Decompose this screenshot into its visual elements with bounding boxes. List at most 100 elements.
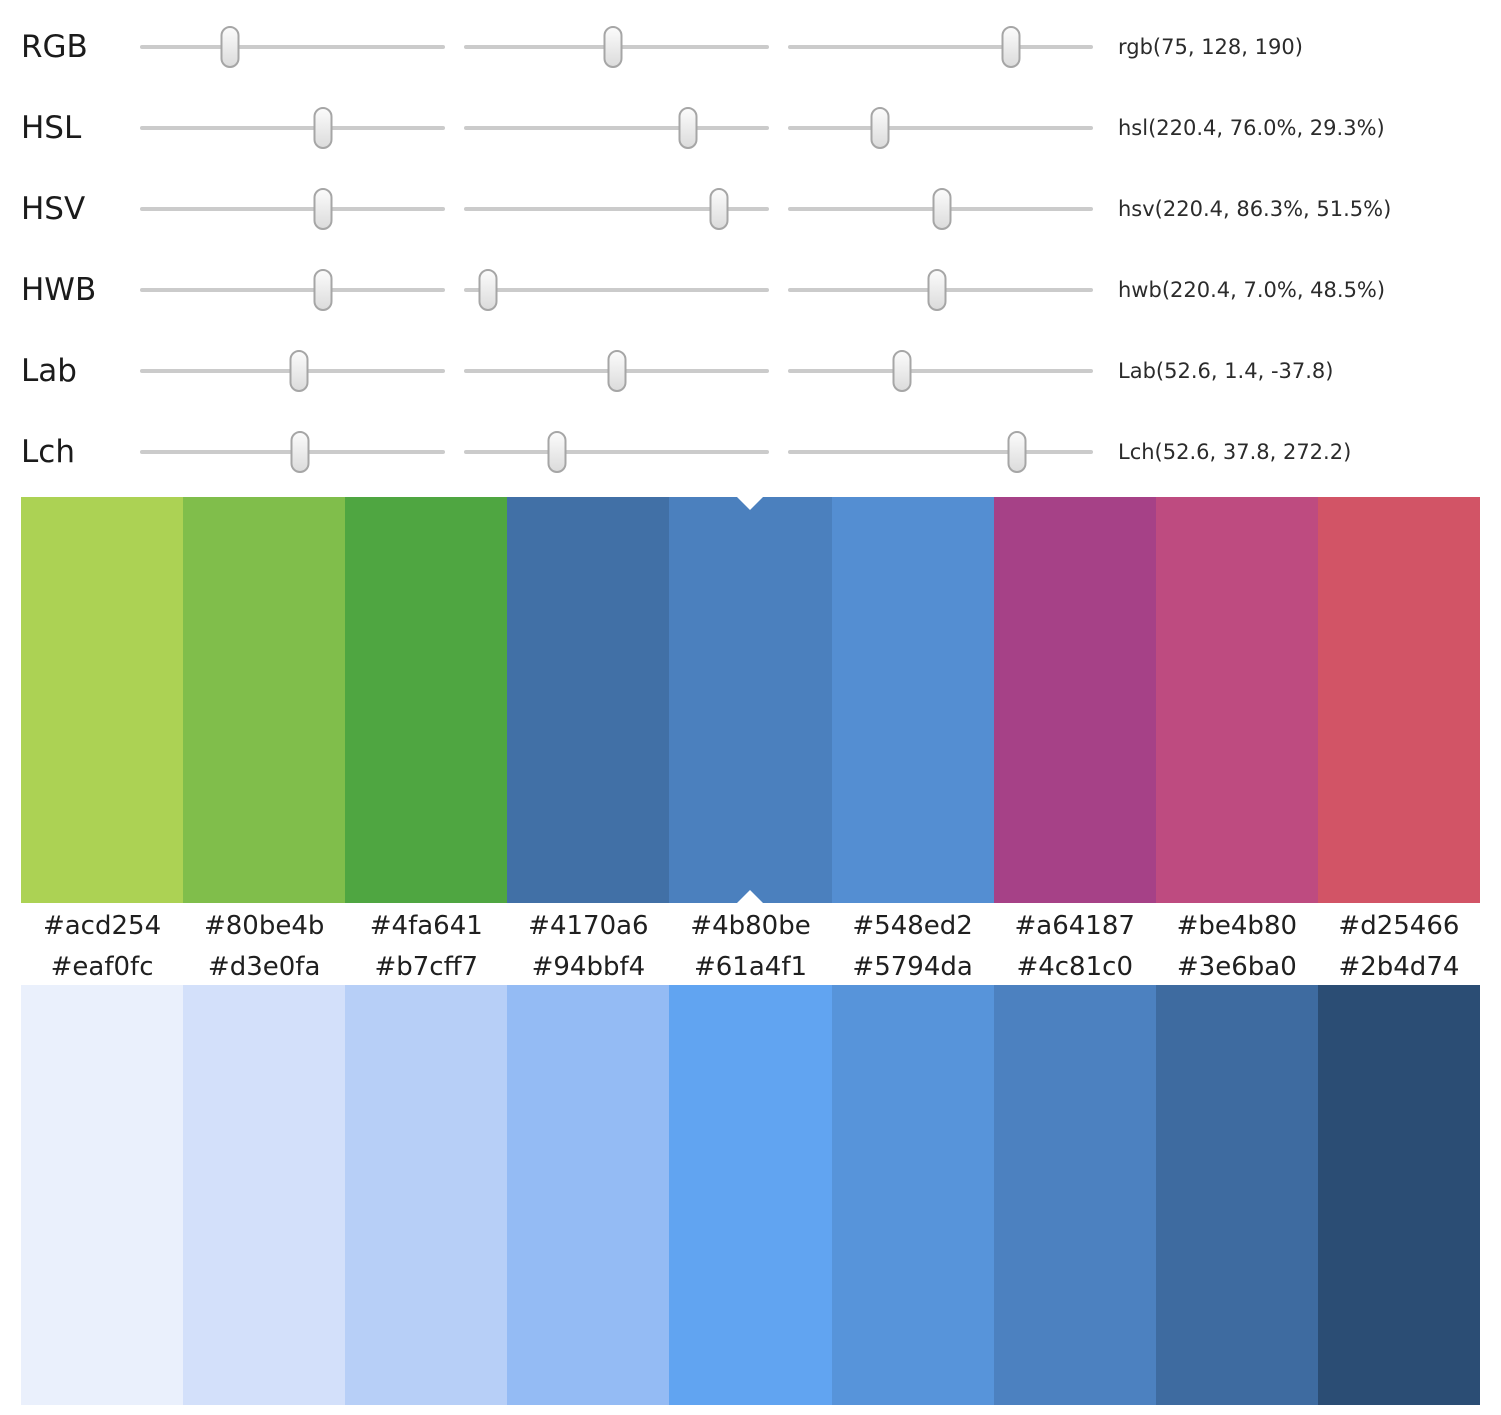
slider-thumb[interactable] [220,25,240,68]
palette-swatch[interactable] [1317,985,1480,1405]
hue-strip [21,497,1480,903]
slider-track[interactable] [464,103,769,153]
slider-thumb[interactable] [603,25,623,68]
slider-track[interactable] [140,184,445,234]
slider-thumb[interactable] [478,268,498,311]
palette-swatch[interactable] [345,985,508,1405]
palette-swatch[interactable] [21,985,184,1405]
slider-track[interactable] [464,265,769,315]
slider-tracks [140,427,1093,477]
slider-track[interactable] [464,184,769,234]
palette-swatch[interactable] [183,497,346,903]
swatch-hex-label: #4170a6 [528,911,649,941]
slider-track-line [788,449,1093,454]
slider-track[interactable] [140,265,445,315]
palette-swatch[interactable] [993,985,1156,1405]
slider-thumb[interactable] [932,187,952,230]
slider-thumb[interactable] [313,106,333,149]
slider-row-label: Lab [21,352,77,389]
slider-thumb[interactable] [870,106,889,149]
slider-track-line [140,44,445,49]
palette-swatch[interactable] [1155,985,1318,1405]
palette-swatch[interactable] [507,497,670,903]
slider-tracks [140,265,1093,315]
palette-swatch[interactable] [669,985,832,1405]
slider-track[interactable] [140,346,445,396]
slider-thumb[interactable] [289,349,309,392]
slider-track[interactable] [788,184,1093,234]
palette-swatch[interactable] [831,497,994,903]
slider-track-line [140,287,445,292]
slider-track[interactable] [788,265,1093,315]
lightness-strip-labels: #eaf0fc #d3e0fa #b7cff7 #94bbf4 #61a4f1 #5794… [21,950,1480,985]
slider-thumb[interactable] [892,349,912,392]
palette-swatch[interactable] [993,497,1156,903]
slider-track[interactable] [464,346,769,396]
swatch-hex-label: #4fa641 [369,911,483,941]
swatch-hex-label: #acd254 [42,911,162,941]
slider-value: hwb(220.4, 7.0%, 48.5%) [1118,277,1386,302]
slider-value: hsl(220.4, 76.0%, 29.3%) [1118,115,1385,140]
palette-swatch[interactable] [507,985,670,1405]
palette-swatch[interactable] [345,497,508,903]
slider-thumb[interactable] [313,187,333,230]
slider-track[interactable] [788,103,1093,153]
slider-thumb[interactable] [709,187,729,230]
slider-thumb[interactable] [1007,430,1027,473]
slider-row-label: RGB [21,28,88,65]
slider-track[interactable] [788,427,1093,477]
swatch-hex-label: #80be4b [203,911,325,941]
swatch-hex-label: #d25466 [1338,911,1460,941]
palette-swatch[interactable] [1155,497,1318,903]
slider-value: rgb(75, 128, 190) [1118,34,1303,59]
slider-thumb[interactable] [290,430,310,473]
swatch-hex-label: #be4b80 [1176,911,1298,941]
slider-value: Lab(52.6, 1.4, -37.8) [1118,358,1334,383]
swatch-hex-label: #94bbf4 [531,952,646,982]
slider-track[interactable] [464,427,769,477]
swatch-hex-label: #548ed2 [852,911,973,941]
slider-thumb[interactable] [927,268,947,311]
slider-track[interactable] [140,427,445,477]
palette-swatch[interactable] [21,497,184,903]
slider-track[interactable] [464,22,769,72]
slider-tracks [140,22,1093,72]
slider-track-line [464,206,769,211]
slider-track-line [464,449,769,454]
palette-swatch-selected[interactable] [669,497,832,903]
slider-tracks [140,346,1093,396]
slider-row: Lab Lab(52.6, 1.4, -37.8) [0,330,1501,411]
lightness-strip [21,985,1480,1405]
slider-track[interactable] [788,346,1093,396]
slider-tracks [140,103,1093,153]
swatch-hex-label: #b7cff7 [374,952,479,982]
palette-swatch[interactable] [831,985,994,1405]
slider-row: Lch Lch(52.6, 37.8, 272.2) [0,411,1501,492]
palette-swatch[interactable] [183,985,346,1405]
slider-thumb[interactable] [678,106,698,149]
swatch-hex-label: #eaf0fc [50,952,154,982]
swatch-hex-label: #5794da [852,952,973,982]
slider-track-line [788,44,1093,49]
slider-track[interactable] [140,22,445,72]
swatch-hex-label: #4b80be [690,911,811,941]
swatch-hex-label: #3e6ba0 [1176,952,1297,982]
slider-track-line [788,368,1093,373]
slider-track[interactable] [140,103,445,153]
swatch-hex-label: #a64187 [1014,911,1135,941]
slider-value: Lch(52.6, 37.8, 272.2) [1118,439,1352,464]
slider-row: HSV hsv(220.4, 86.3%, 51.5%) [0,168,1501,249]
palette-swatch[interactable] [1317,497,1480,903]
slider-thumb[interactable] [607,349,626,392]
slider-track-line [464,287,769,292]
slider-thumb[interactable] [1001,25,1021,68]
slider-value: hsv(220.4, 86.3%, 51.5%) [1118,196,1392,221]
swatch-hex-label: #d3e0fa [207,952,321,982]
slider-row: HWB hwb(220.4, 7.0%, 48.5%) [0,249,1501,330]
slider-track[interactable] [788,22,1093,72]
slider-thumb[interactable] [313,268,333,311]
slider-thumb[interactable] [547,430,567,473]
slider-track-line [788,125,1093,130]
swatch-hex-label: #61a4f1 [693,952,808,982]
slider-row-label: Lch [21,433,75,470]
